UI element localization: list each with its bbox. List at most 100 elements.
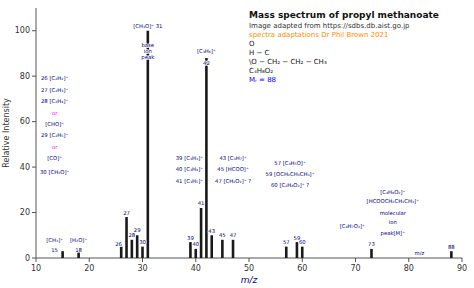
annotation: 29 [C₂H₅]⁺ [41, 132, 68, 138]
bar [61, 251, 64, 258]
annotation: 39 [C₃H₃]⁺ [176, 155, 203, 161]
x-tick [408, 258, 409, 262]
annotation: [C₄H₈O₂]⁺ [380, 189, 405, 195]
annotation: 43 [C₃H₇]⁺ [219, 155, 246, 161]
annotation: 73 [368, 241, 375, 247]
annotation: 39 [187, 235, 194, 241]
annotation: baseionpeak [141, 42, 155, 61]
bar [189, 242, 192, 258]
chart: 10 20 30 40 50 60 70 80 90 0 20 40 60 80 100 m/z Relativ… [0, 0, 474, 288]
x-tick [249, 258, 250, 262]
annotation: C₄H₈O₂ [249, 67, 273, 75]
annotation: [CHO]⁺ [45, 121, 64, 127]
annotation: 27 [123, 210, 130, 216]
annotation: or [52, 144, 58, 150]
annotation: H − C [249, 49, 270, 57]
annotation: 15 [51, 247, 58, 253]
bar [125, 217, 128, 258]
annotation: 57 [C₃H₅O]⁺ [274, 160, 306, 166]
y-tick-label: 100 [15, 26, 30, 35]
annotation: Mᵣ = 88 [249, 76, 276, 84]
bar [370, 249, 373, 258]
annotation: 40 [192, 241, 199, 247]
annotation: [CH₃]⁺ [46, 237, 63, 243]
x-tick-label: 50 [244, 264, 254, 273]
x-tick-label: 90 [457, 264, 467, 273]
annotation: 28 [128, 232, 135, 238]
y-axis-label: Relative Intensity [2, 98, 11, 168]
annotation: 18 [75, 247, 82, 253]
x-tick [355, 258, 356, 262]
annotation: [H₂O]⁺ [70, 237, 87, 243]
bar [200, 208, 203, 258]
bar [450, 251, 453, 258]
annotation: 40 [C₃H₄]⁺ [176, 166, 203, 172]
x-tick-label: 80 [404, 264, 414, 273]
x-tick-label: 40 [191, 264, 201, 273]
x-tick-label: 30 [137, 264, 147, 273]
x-tick-label: 20 [84, 264, 94, 273]
annotation: [HCOOCH₂CH₂CH₃]⁺ [367, 198, 420, 204]
bar [131, 240, 134, 258]
annotation: 60 [299, 239, 306, 245]
x-tick [462, 258, 463, 262]
bar [301, 247, 304, 258]
annotation: O [249, 40, 255, 48]
bar [120, 247, 123, 258]
annotation: 28 [C₂H₄]⁺ [41, 98, 68, 104]
annotation: Image adapted from https://sdbs.db.aist.… [249, 22, 410, 30]
annotation: 30 [CH₂O]⁺ [40, 169, 70, 175]
x-axis-label: m/z [241, 275, 258, 285]
title: Mass spectrum of propyl methanoate [249, 10, 439, 20]
y-tick-label: 20 [20, 208, 30, 217]
bar [147, 31, 150, 258]
annotation: 43 [208, 228, 215, 234]
x-tick-label: 10 [31, 264, 41, 273]
y-tick [32, 258, 36, 259]
annotation: spectra adaptations Dr Phil Brown 2021 [249, 31, 388, 39]
annotation: [CH₃O]⁺ 31 [133, 23, 162, 29]
bar [136, 235, 139, 258]
bar [194, 249, 197, 258]
annotation: 42 [203, 60, 210, 66]
y-axis-line [36, 8, 37, 258]
bar [210, 235, 213, 258]
y-tick-label: 60 [20, 117, 30, 126]
annotation: 57 [283, 239, 290, 245]
x-tick-label: 60 [297, 264, 307, 273]
y-tick [32, 212, 36, 213]
bar [296, 242, 299, 258]
annotation: or [52, 110, 58, 116]
bars [61, 31, 452, 258]
bar [205, 58, 208, 258]
annotation: 47 [230, 232, 237, 238]
bar [221, 240, 224, 258]
annotation: 88 [448, 244, 455, 250]
x-tick [142, 258, 143, 262]
y-tick-label: 0 [25, 254, 30, 263]
annotation: [C₃H₆]⁺ [197, 48, 216, 54]
x-tick [36, 258, 37, 262]
y-tick [32, 30, 36, 31]
annotation: 45 [219, 232, 226, 238]
y-tick [32, 167, 36, 168]
y-tick [32, 76, 36, 77]
annotation: [C₄H₇O₂]⁺ [340, 223, 365, 229]
x-tick [89, 258, 90, 262]
y-tick [32, 121, 36, 122]
bar [285, 247, 288, 258]
annotation: 27 [C₂H₃]⁺ [41, 87, 68, 93]
annotation: molecular [380, 210, 407, 216]
annotation: 29 [134, 227, 141, 233]
annotation: 47 [CH₂O₂]⁺ ? [215, 178, 251, 184]
x-tick-label: 70 [350, 264, 360, 273]
y-tick-label: 80 [20, 72, 30, 81]
annotation: 60 [C₂H₄O₂]⁺ ? [271, 182, 309, 188]
annotation: ion [389, 219, 397, 225]
x-tick [195, 258, 196, 262]
bar [141, 247, 144, 258]
annotation: 59 [OCH₂CH₂CH₃]⁺ [266, 171, 315, 177]
x-tick [302, 258, 303, 262]
annotation: peak[M]⁺ [381, 230, 406, 237]
annotation: [CO]⁺ [47, 155, 62, 161]
